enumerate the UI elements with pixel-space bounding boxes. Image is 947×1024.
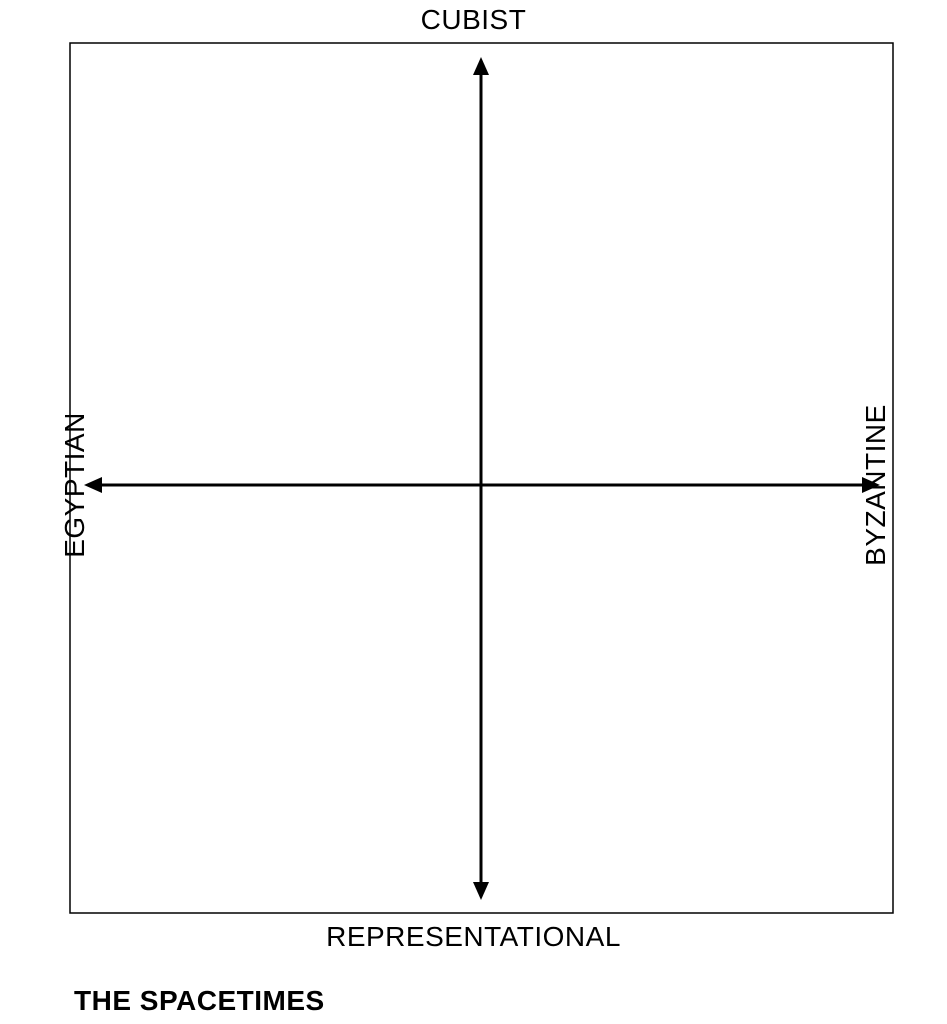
label-bottom: REPRESENTATIONAL: [326, 921, 621, 953]
v-arrow-top: [473, 57, 489, 75]
caption: THE SPACETIMES: [74, 985, 325, 1017]
diagram-container: CUBIST REPRESENTATIONAL EGYPTIAN BYZANTI…: [0, 0, 947, 1024]
quadrant-svg: [0, 0, 947, 1024]
v-arrow-bottom: [473, 882, 489, 900]
label-top: CUBIST: [421, 4, 527, 36]
vertical-axis: [473, 57, 489, 900]
label-right: BYZANTINE: [860, 404, 892, 566]
label-left: EGYPTIAN: [59, 412, 91, 558]
